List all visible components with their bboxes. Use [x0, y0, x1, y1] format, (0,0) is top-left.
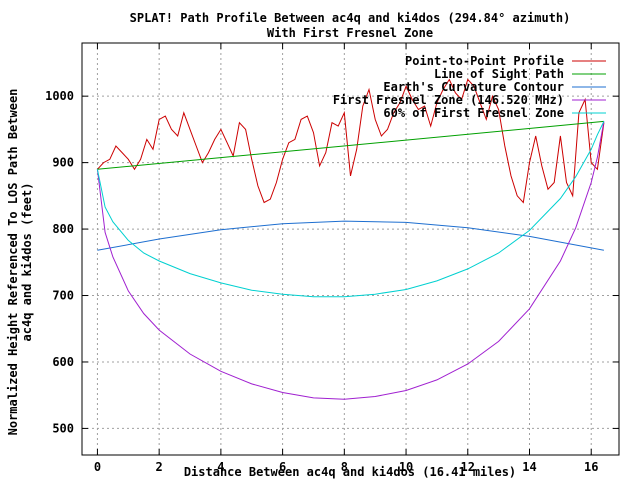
legend-label: Point-to-Point Profile — [405, 54, 564, 68]
legend-label: Earth's Curvature Contour — [383, 80, 564, 94]
y-tick-label: 900 — [52, 156, 74, 170]
plot-frame — [81, 42, 620, 456]
series-line-line-of-sight-path — [97, 120, 604, 170]
x-tick-label: 16 — [584, 460, 598, 474]
chart-title: SPLAT! Path Profile Between ac4q and ki4… — [130, 11, 571, 25]
legend-label: First Fresnel Zone (146.520 MHz) — [333, 93, 564, 107]
x-axis-label: Distance Between ac4q and ki4dos (16.41 … — [184, 465, 516, 479]
x-tick-label: 8 — [341, 460, 348, 474]
x-tick-label: 12 — [461, 460, 475, 474]
chart-subtitle: With First Fresnel Zone — [267, 26, 433, 40]
legend-label: 60% of First Fresnel Zone — [383, 106, 564, 120]
y-axis-label-line-1: Normalized Height Referenced To LOS Path… — [6, 89, 20, 436]
y-tick-label: 1000 — [45, 89, 74, 103]
x-tick-label: 0 — [94, 460, 101, 474]
x-tick-label: 4 — [217, 460, 224, 474]
y-tick-label: 500 — [52, 421, 74, 435]
grid-layer — [82, 43, 619, 455]
series-line-earth-s-curvature-contour — [97, 220, 604, 251]
x-tick-label: 6 — [279, 460, 286, 474]
series-line-60-of-first-fresnel-zone — [96, 121, 605, 298]
y-tick-label: 700 — [52, 289, 74, 303]
series-line-point-to-point-profile — [97, 78, 605, 204]
y-tick-label: 600 — [52, 355, 74, 369]
y-tick-label: 800 — [52, 222, 74, 236]
x-tick-label: 14 — [522, 460, 536, 474]
y-axis-label-line-2: ac4q and ki4dos (feet) — [20, 183, 34, 342]
x-tick-label: 10 — [399, 460, 413, 474]
tick-layer: 0 2 4 6 8 10 12 14 16 500 600 700 800 900 1000 — [45, 43, 619, 474]
series-line-first-fresnel-zone-146-520-mhz — [96, 121, 605, 400]
series-layer — [96, 78, 605, 400]
legend-label: Line of Sight Path — [434, 67, 564, 81]
x-tick-label: 2 — [156, 460, 163, 474]
